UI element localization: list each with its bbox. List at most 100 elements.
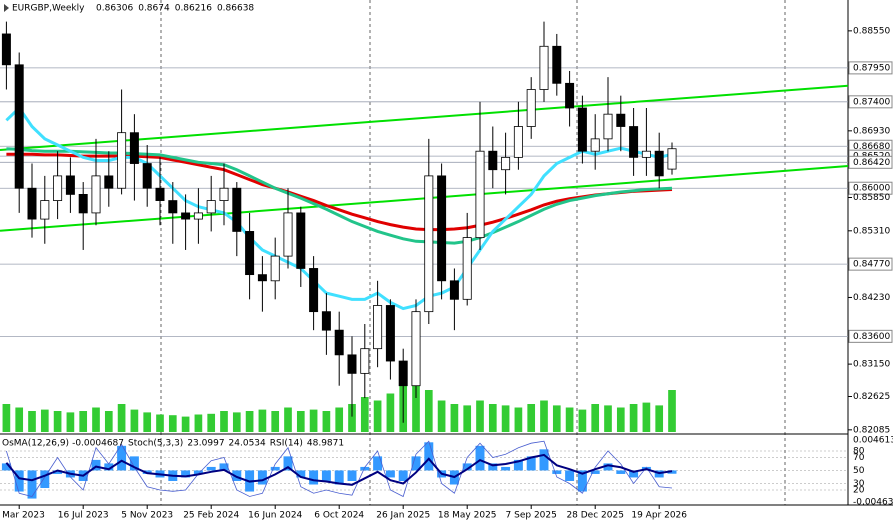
osma-bar — [309, 470, 319, 485]
osma-name: OsMA(12,26,9) — [2, 439, 69, 449]
indicator-tick-label: 20 — [853, 486, 865, 496]
volume-bar — [168, 415, 177, 432]
candle-body — [347, 354, 357, 374]
volume-bar — [271, 411, 280, 432]
trendline — [0, 84, 849, 151]
osma-bar — [321, 470, 331, 481]
osma-bar — [283, 456, 293, 471]
volume-bar — [207, 413, 216, 432]
osma-bar — [232, 470, 242, 481]
candle-body — [539, 45, 549, 90]
level-box — [848, 155, 893, 169]
volume-bar — [552, 405, 561, 432]
x-tick-label: 16 Jun 2024 — [248, 511, 302, 521]
volume-bar — [28, 411, 36, 432]
osma-bar — [488, 463, 498, 471]
x-tick-label: 19 Apr 2026 — [631, 511, 687, 521]
volume-bar — [245, 411, 254, 432]
osma-bar — [129, 456, 139, 471]
indicator-tick-label: 50 — [853, 466, 865, 476]
volume-bar — [232, 412, 241, 432]
y-tick-label: 0.86420 — [853, 158, 890, 168]
y-tick-label: 0.83600 — [853, 332, 890, 342]
volume-bar — [655, 405, 664, 432]
candle-body — [321, 311, 331, 331]
candle-body — [603, 113, 613, 140]
osma-bar — [91, 459, 101, 471]
indicator-header: 23.0997 — [187, 439, 224, 449]
osma-bar — [1, 463, 11, 471]
volume-bar — [373, 400, 382, 432]
x-tick-label: 7 Sep 2025 — [506, 511, 557, 521]
osma-bar — [219, 463, 229, 471]
osma-bar — [206, 466, 216, 471]
candle-body — [65, 175, 75, 195]
stoch-line — [6, 440, 673, 498]
header-value: 0.8674 — [138, 4, 170, 14]
osma-bar — [257, 470, 267, 485]
volume-bar — [2, 404, 11, 432]
osma-bar — [117, 445, 127, 471]
osma-bar — [296, 470, 306, 478]
volume-bar — [565, 407, 574, 432]
header-value: 0.86306 — [96, 4, 133, 14]
osma-bar — [577, 470, 587, 492]
candle-body — [488, 150, 498, 171]
x-tick-label: 6 Mar 2023 — [0, 511, 45, 521]
x-tick-label: 16 Jul 2023 — [58, 511, 109, 521]
level-box — [848, 329, 893, 343]
osma-bar — [513, 459, 523, 471]
volume-bar — [501, 405, 510, 432]
candle-body — [283, 212, 293, 257]
candle-body — [501, 156, 511, 171]
y-tick-label: 0.85850 — [853, 193, 890, 203]
volume-bar — [616, 407, 625, 432]
osma-bar — [270, 466, 280, 471]
x-tick-label: 26 Jan 2025 — [376, 511, 430, 521]
candle-body — [245, 231, 255, 276]
candle-body — [513, 126, 523, 158]
osma-bar — [14, 470, 24, 492]
candle-body — [629, 126, 639, 158]
header-values: 0.86306 0.8674 0.86216 0.86638 — [96, 4, 254, 14]
osma-bar — [40, 470, 50, 489]
candle-body — [27, 187, 37, 220]
osma-bar — [193, 470, 203, 474]
indicator-tick-label: 80 — [853, 447, 865, 457]
osma-bar — [398, 470, 408, 481]
volume-bar — [220, 411, 228, 432]
osma-bar — [475, 445, 485, 471]
y-tick-label: 0.83150 — [853, 360, 890, 370]
volume-bar — [53, 411, 62, 432]
osma-bar — [629, 470, 639, 478]
y-tick-label: 0.86680 — [853, 142, 890, 152]
candle-body — [334, 329, 344, 356]
volume-bar — [79, 411, 88, 432]
osma-bar — [347, 470, 357, 481]
x-tick-label: 18 May 2025 — [438, 511, 497, 521]
volume-bar — [629, 404, 638, 432]
osma-bar — [181, 470, 191, 478]
volume-bar — [591, 404, 600, 432]
osma-bar — [501, 466, 511, 471]
indicator-header: 24.0534 — [229, 439, 266, 449]
osma-bar — [424, 442, 434, 471]
level-box — [848, 95, 893, 109]
volume-bar — [488, 404, 497, 432]
volume-bar — [642, 402, 651, 432]
candle-body — [309, 268, 319, 313]
y-tick-label: 0.82625 — [853, 392, 890, 402]
osma-bar — [411, 456, 421, 471]
candle-body — [373, 305, 383, 350]
level-box — [848, 257, 893, 271]
volume-bar — [604, 405, 612, 432]
x-tick-label: 28 Dec 2025 — [566, 511, 624, 521]
candle-body — [257, 274, 267, 282]
volume-bar — [386, 393, 395, 432]
osma-bar — [27, 470, 37, 499]
candle-body — [462, 237, 472, 300]
candle-body — [424, 175, 434, 313]
candle-body — [129, 132, 139, 164]
indicator-header: RSI(14) — [270, 439, 303, 449]
